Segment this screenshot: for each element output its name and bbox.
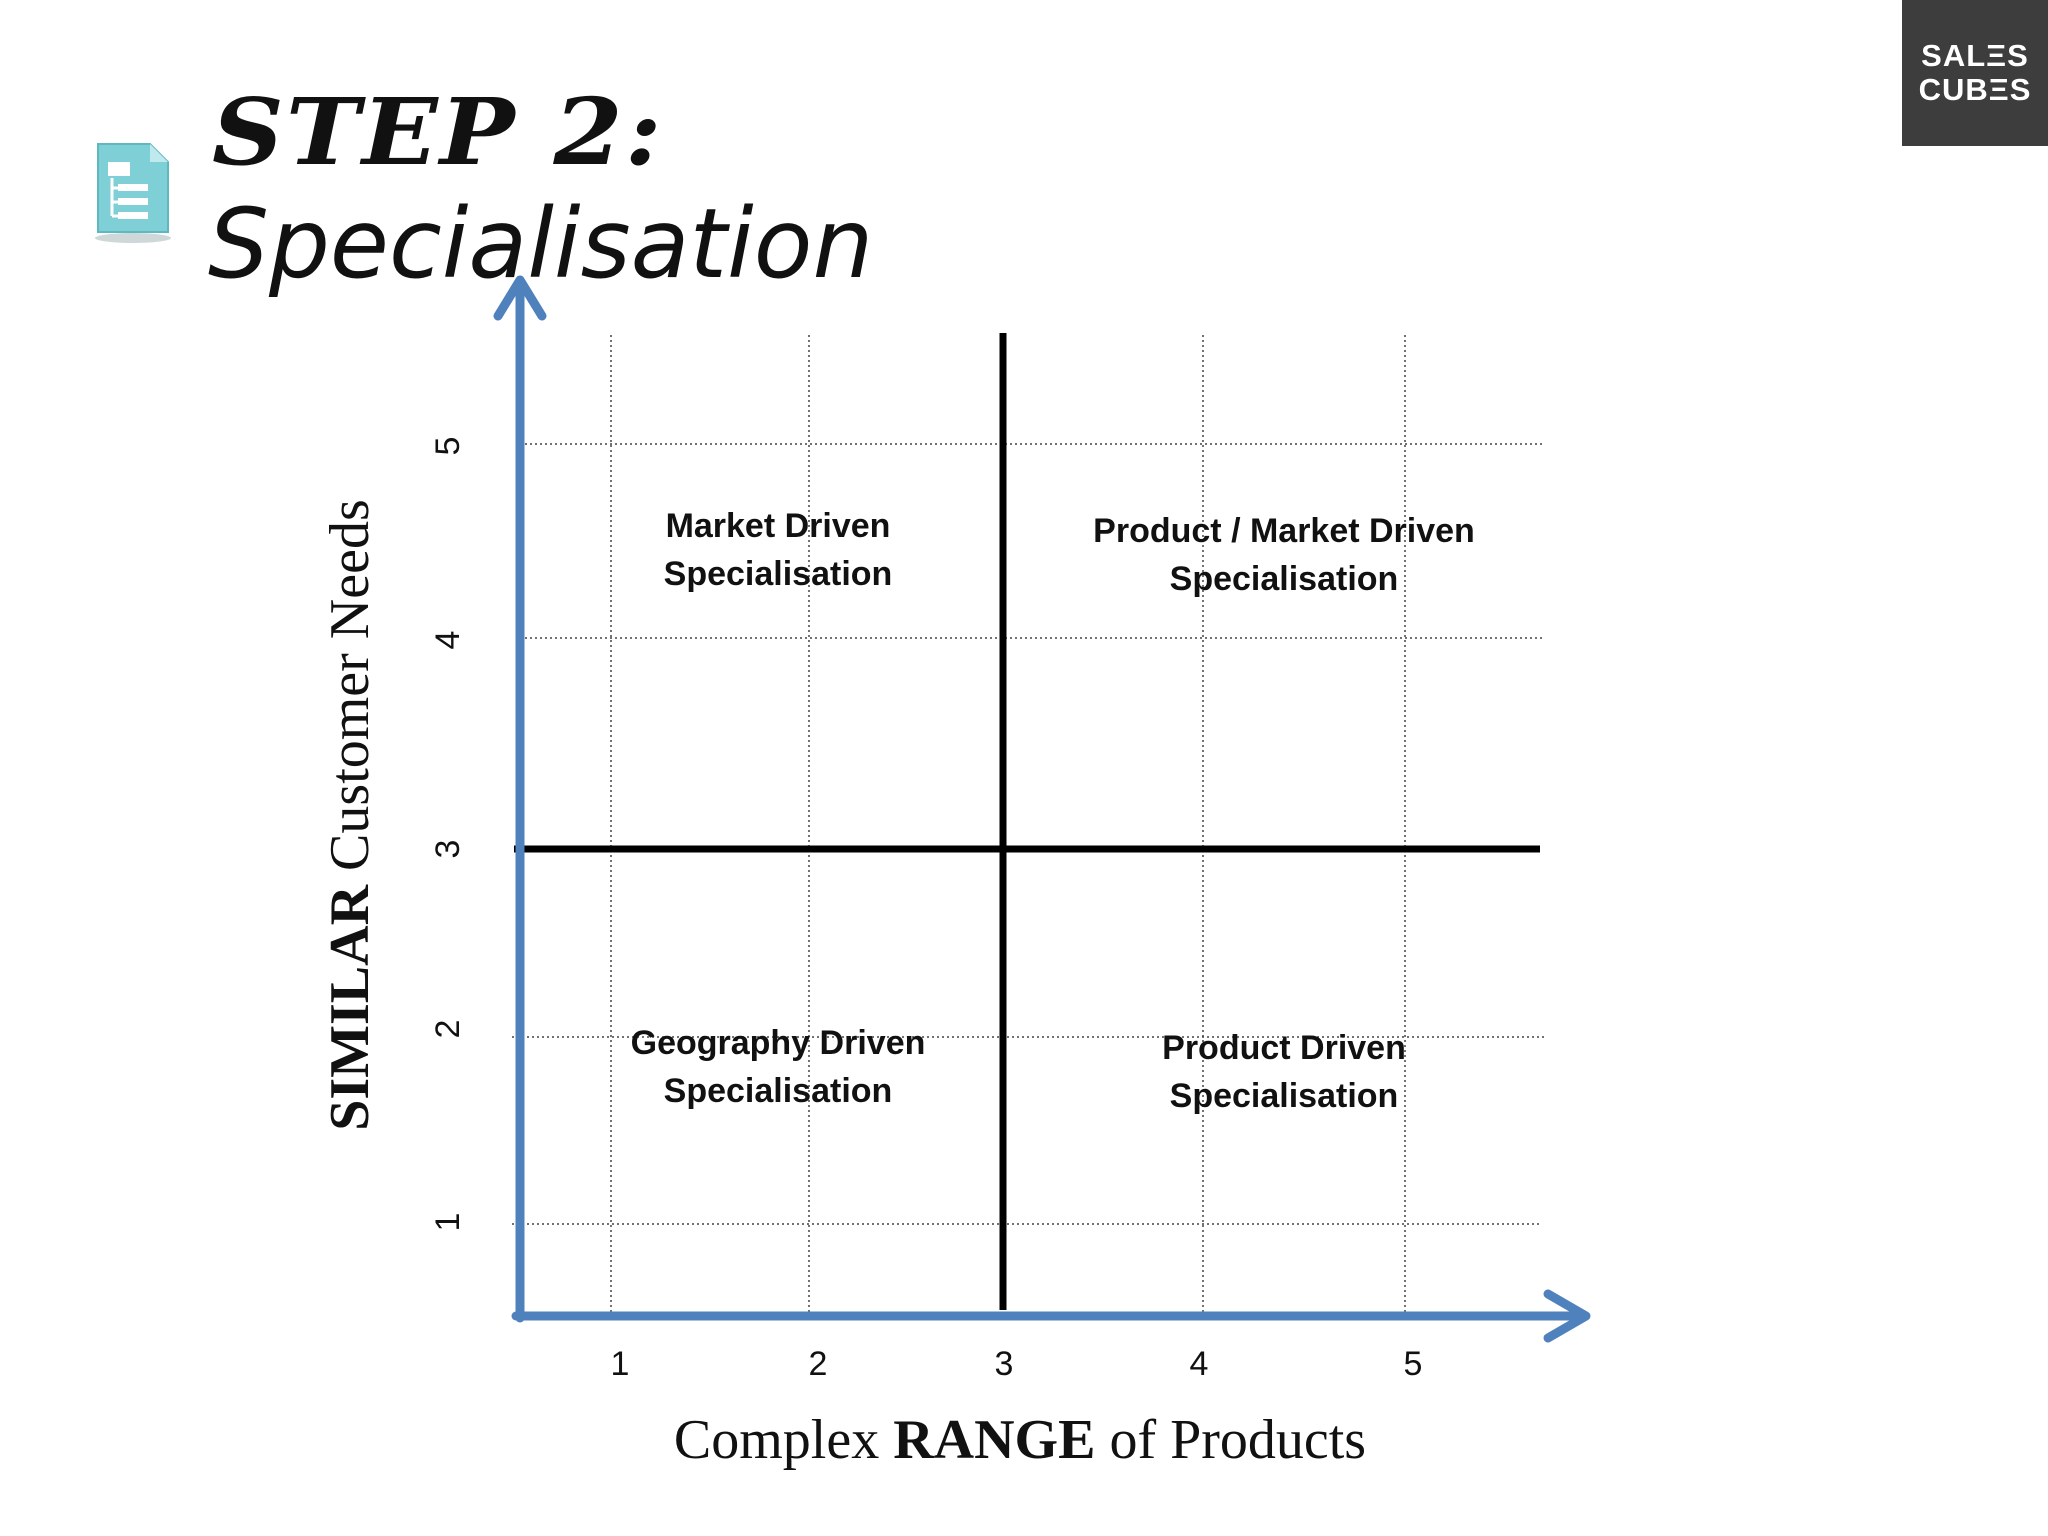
y-axis-title-bold: SIMILAR: [319, 884, 381, 1131]
grid-lines: [512, 335, 1545, 1312]
x-tick-5: 5: [1403, 1345, 1423, 1383]
document-list-icon: [95, 143, 171, 243]
quadrant-market-driven-line2: Specialisation: [663, 555, 893, 593]
brand-line-2: CUBΞS: [1918, 72, 2032, 107]
x-axis-title: Complex RANGE of Products: [520, 1408, 1520, 1472]
quadrant-product-driven-line1: Product Driven: [1162, 1029, 1406, 1067]
step-title: STEP 2:: [212, 78, 664, 186]
x-axis-title-pre: Complex: [673, 1409, 880, 1471]
quadrant-geography-driven: Geography Driven Specialisation: [578, 1019, 978, 1115]
quadrant-geography-driven-line1: Geography Driven: [630, 1024, 926, 1062]
x-tick-4: 4: [1189, 1345, 1209, 1383]
brand-logo: SALΞS CUBΞS: [1902, 0, 2048, 146]
quadrant-geography-driven-line2: Specialisation: [663, 1072, 893, 1110]
quadrant-product-driven-line2: Specialisation: [1169, 1077, 1399, 1115]
quadrant-market-driven-line1: Market Driven: [665, 507, 891, 545]
quadrant-market-driven: Market Driven Specialisation: [578, 502, 978, 598]
x-axis-title-post: of Products: [1109, 1409, 1367, 1471]
slide-subtitle: Specialisation: [208, 188, 874, 300]
y-tick-5: 5: [429, 436, 467, 456]
y-tick-1: 1: [429, 1212, 467, 1232]
x-axis-title-bold: RANGE: [893, 1409, 1096, 1471]
y-axis-title: SIMILAR Customer Needs: [315, 465, 385, 1165]
x-tick-2: 2: [808, 1345, 828, 1383]
y-axis-title-post: Customer Needs: [319, 499, 381, 871]
quadrant-product-market-driven-line2: Specialisation: [1169, 560, 1399, 598]
quadrant-product-market-driven: Product / Market Driven Specialisation: [1034, 507, 1534, 603]
quadrant-product-market-driven-line1: Product / Market Driven: [1093, 512, 1475, 550]
x-axis-arrow: [511, 1289, 1591, 1343]
y-tick-2: 2: [429, 1019, 467, 1039]
x-tick-3: 3: [994, 1345, 1014, 1383]
y-tick-3: 3: [429, 839, 467, 859]
brand-line-1: SALΞS: [1921, 38, 2029, 73]
x-tick-1: 1: [610, 1345, 630, 1383]
quadrant-product-driven: Product Driven Specialisation: [1084, 1024, 1484, 1120]
y-axis-arrow: [493, 275, 547, 1323]
y-tick-4: 4: [429, 630, 467, 650]
